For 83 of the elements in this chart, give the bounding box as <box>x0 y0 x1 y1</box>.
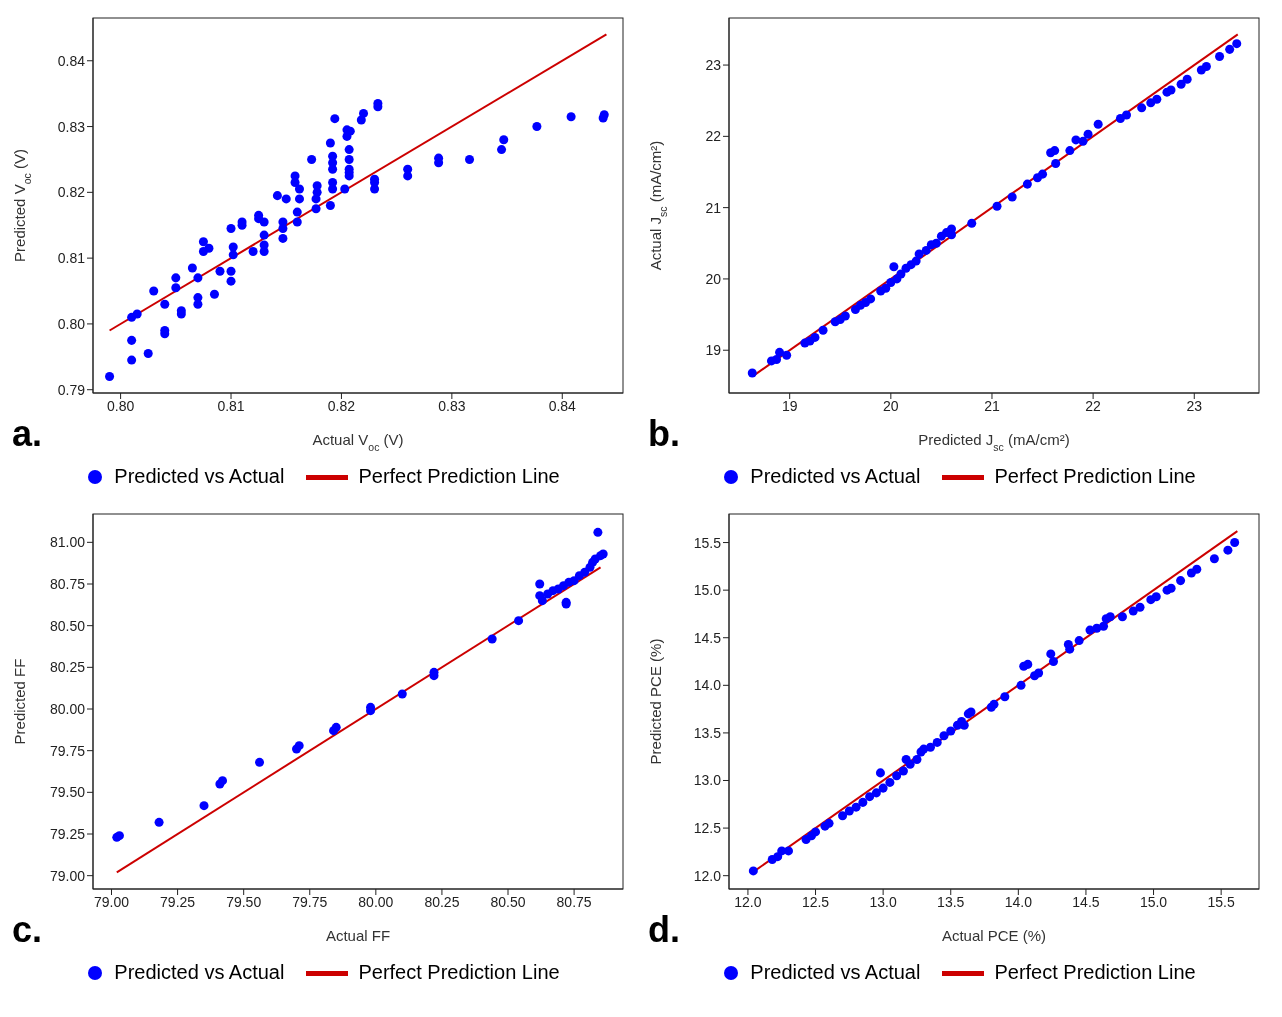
legend-label: Perfect Prediction Line <box>994 465 1196 488</box>
point <box>154 817 164 827</box>
x-tick-label: 0.80 <box>106 397 135 414</box>
x-tick-label: 0.81 <box>217 397 245 414</box>
text: b. <box>648 413 680 455</box>
x-axis-title: Predicted J$_{sc}$ (mA/cm²) <box>918 431 1070 453</box>
y-tick-label: 12.0 <box>693 867 722 884</box>
x-tick-label: 19 <box>781 397 798 414</box>
y-tick-label: 15.5 <box>693 534 722 551</box>
y-tick-label: 80.25 <box>49 659 86 676</box>
legend-label: Perfect Prediction Line <box>994 961 1196 984</box>
text: d. <box>648 909 680 951</box>
y-tick-label: 80.75 <box>49 575 86 592</box>
y-tick-label: 80.50 <box>49 617 86 634</box>
x-tick-label: 14.5 <box>1072 893 1100 910</box>
x-tick-label: 79.75 <box>292 893 328 910</box>
y-tick-label: 79.25 <box>49 825 86 842</box>
y-tick-label: 0.84 <box>57 52 86 69</box>
x-tick-label: 80.50 <box>490 893 526 910</box>
x-tick-label: 13.0 <box>869 893 897 910</box>
y-tick-label: 12.5 <box>693 820 722 837</box>
y-tick-label: 21 <box>705 199 722 216</box>
legend-label: Predicted vs Actual <box>750 465 921 488</box>
y-tick-label: 14.5 <box>693 629 722 646</box>
x-tick-label: 13.5 <box>937 893 965 910</box>
y-tick-label: 13.5 <box>693 724 722 741</box>
x-tick-label: 22 <box>1085 397 1102 414</box>
legend-label: Predicted vs Actual <box>114 961 285 984</box>
y-tick-label: 14.0 <box>693 677 722 694</box>
y-tick-label: 0.82 <box>57 184 86 201</box>
point <box>255 757 265 767</box>
x-tick-label: 0.82 <box>327 397 356 414</box>
y-tick-label: 0.81 <box>57 250 86 267</box>
point <box>397 689 407 699</box>
point <box>580 567 590 577</box>
text: c. <box>12 909 43 951</box>
x-tick-label: 80.75 <box>556 893 592 910</box>
point <box>537 596 547 606</box>
legend-label: Predicted vs Actual <box>750 961 921 984</box>
x-tick-label: 79.25 <box>160 893 196 910</box>
y-tick-label: 20 <box>705 270 722 287</box>
x-tick-label: 79.00 <box>93 893 130 910</box>
x-tick-label: 23 <box>1186 397 1203 414</box>
x-tick-label: 20 <box>883 397 899 414</box>
legend-label: Perfect Prediction Line <box>358 465 560 488</box>
x-tick-label: 21 <box>984 397 1000 414</box>
x-tick-label: 0.83 <box>438 397 466 414</box>
x-tick-label: 79.50 <box>226 893 262 910</box>
y-tick-label: 23 <box>705 57 722 74</box>
x-tick-label: 0.84 <box>548 397 577 414</box>
y-tick-label: 0.80 <box>57 315 86 332</box>
point <box>535 579 545 589</box>
legend-label: Predicted vs Actual <box>114 465 285 488</box>
x-tick-label: 80.00 <box>358 893 394 910</box>
y-tick-label: 13.0 <box>693 772 722 789</box>
y-tick-label: 22 <box>705 128 722 145</box>
y-tick-label: 0.83 <box>57 118 86 135</box>
point <box>199 801 209 811</box>
x-tick-label: 80.25 <box>424 893 460 910</box>
point <box>487 634 497 644</box>
y-tick-label: 19 <box>705 342 722 359</box>
y-tick-label: 80.00 <box>49 700 86 717</box>
point <box>514 616 524 626</box>
x-axis-title: Actual V$_{oc}$ (V) <box>312 431 404 453</box>
y-tick-label: 79.75 <box>49 742 86 759</box>
point <box>331 722 341 732</box>
x-axis-title: Actual PCE (%) <box>941 927 1047 944</box>
legend-label: Perfect Prediction Line <box>358 961 560 984</box>
text: a. <box>12 413 43 455</box>
x-tick-label: 14.0 <box>1004 893 1033 910</box>
x-tick-label: 15.0 <box>1139 893 1168 910</box>
x-tick-label: 15.5 <box>1207 893 1235 910</box>
y-tick-label: 15.0 <box>693 582 722 599</box>
x-tick-label: 12.0 <box>734 893 762 910</box>
y-axis-title: Predicted PCE (%) <box>647 638 664 765</box>
point <box>593 527 603 537</box>
y-tick-label: 79.50 <box>49 784 86 801</box>
y-tick-label: 81.00 <box>49 534 86 551</box>
x-tick-label: 12.5 <box>801 893 830 910</box>
y-tick-label: 79.00 <box>49 867 86 884</box>
x-axis-title: Actual FF <box>325 927 391 944</box>
y-axis-title: Predicted FF <box>11 658 28 745</box>
y-tick-label: 0.79 <box>57 381 86 398</box>
